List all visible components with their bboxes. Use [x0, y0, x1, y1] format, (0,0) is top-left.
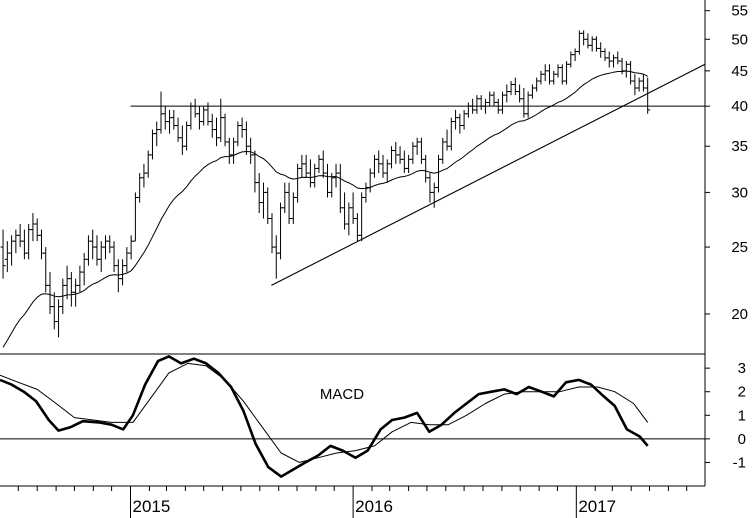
macd-y-tick-label: 2 [738, 384, 746, 401]
macd-y-tick-label: 1 [738, 407, 746, 424]
macd-line [0, 355, 649, 478]
price-y-tick-label: 30 [731, 184, 748, 201]
macd-y-tick-label: -1 [733, 454, 746, 471]
price-y-tick-label: 40 [731, 98, 748, 115]
support-trendline [271, 63, 705, 286]
moving-average-line [2, 70, 648, 348]
price-y-tick-label: 20 [731, 306, 748, 323]
year-label: 2015 [133, 497, 171, 516]
signal-line [0, 362, 649, 463]
year-label: 2016 [355, 497, 393, 516]
price-y-tick-label: 55 [731, 3, 748, 20]
macd-panel: MACD [0, 355, 705, 478]
price-panel [0, 30, 705, 348]
year-label: 2017 [578, 497, 616, 516]
macd-label: MACD [320, 386, 364, 403]
macd-y-tick-label: 0 [738, 431, 746, 448]
price-bar [645, 77, 651, 114]
macd-plot-area [0, 355, 705, 478]
price-y-tick-label: 35 [731, 138, 748, 155]
price-bar [0, 229, 6, 279]
price-y-tick-label: 25 [731, 239, 748, 256]
price-y-tick-label: 50 [731, 31, 748, 48]
price-plot-area [0, 30, 705, 348]
macd-y-tick-label: 3 [738, 360, 746, 377]
price-y-tick-label: 45 [731, 63, 748, 80]
